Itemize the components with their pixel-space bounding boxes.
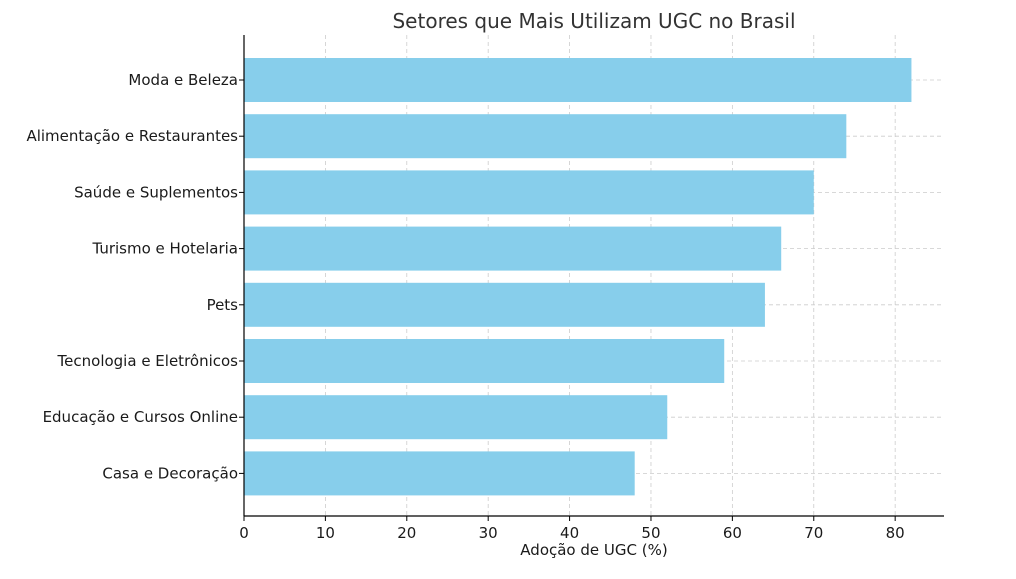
y-tick-label-1: Alimentação e Restaurantes xyxy=(26,127,238,145)
bars-layer xyxy=(244,58,912,496)
bar-2 xyxy=(244,170,814,215)
y-tick-label-2: Saúde e Suplementos xyxy=(74,183,238,201)
y-tick-label-7: Casa e Decoração xyxy=(102,464,238,482)
x-axis-label: Adoção de UGC (%) xyxy=(520,541,667,559)
x-tick-label-3: 30 xyxy=(479,524,498,542)
y-tick-label-4: Pets xyxy=(207,296,239,314)
x-tick-label-6: 60 xyxy=(723,524,742,542)
bar-0 xyxy=(244,58,912,102)
bar-7 xyxy=(244,451,635,496)
x-tick-label-5: 50 xyxy=(641,524,660,542)
x-tick-label-8: 80 xyxy=(886,524,905,542)
x-tick-label-2: 20 xyxy=(397,524,416,542)
axes-layer xyxy=(243,35,944,517)
x-tick-label-4: 40 xyxy=(560,524,579,542)
y-tick-label-3: Turismo e Hotelaria xyxy=(91,240,238,258)
bar-3 xyxy=(244,226,782,271)
ticks-layer: 0 10 20 30 40 50 60 70 80 Moda e Beleza Alimentaçã… xyxy=(26,71,904,542)
bar-5 xyxy=(244,339,725,383)
bar-4 xyxy=(244,282,765,327)
x-tick-label-1: 10 xyxy=(316,524,335,542)
y-tick-label-5: Tecnologia e Eletrônicos xyxy=(57,352,239,370)
grid-layer xyxy=(243,35,944,516)
bar-6 xyxy=(244,395,668,440)
y-tick-label-6: Educação e Cursos Online xyxy=(43,408,238,426)
y-tick-label-0: Moda e Beleza xyxy=(128,71,238,89)
chart-title: Setores que Mais Utilizam UGC no Brasil xyxy=(392,9,795,33)
bar-1 xyxy=(244,114,847,159)
x-tick-label-7: 70 xyxy=(804,524,823,542)
x-tick-label-0: 0 xyxy=(239,524,249,542)
